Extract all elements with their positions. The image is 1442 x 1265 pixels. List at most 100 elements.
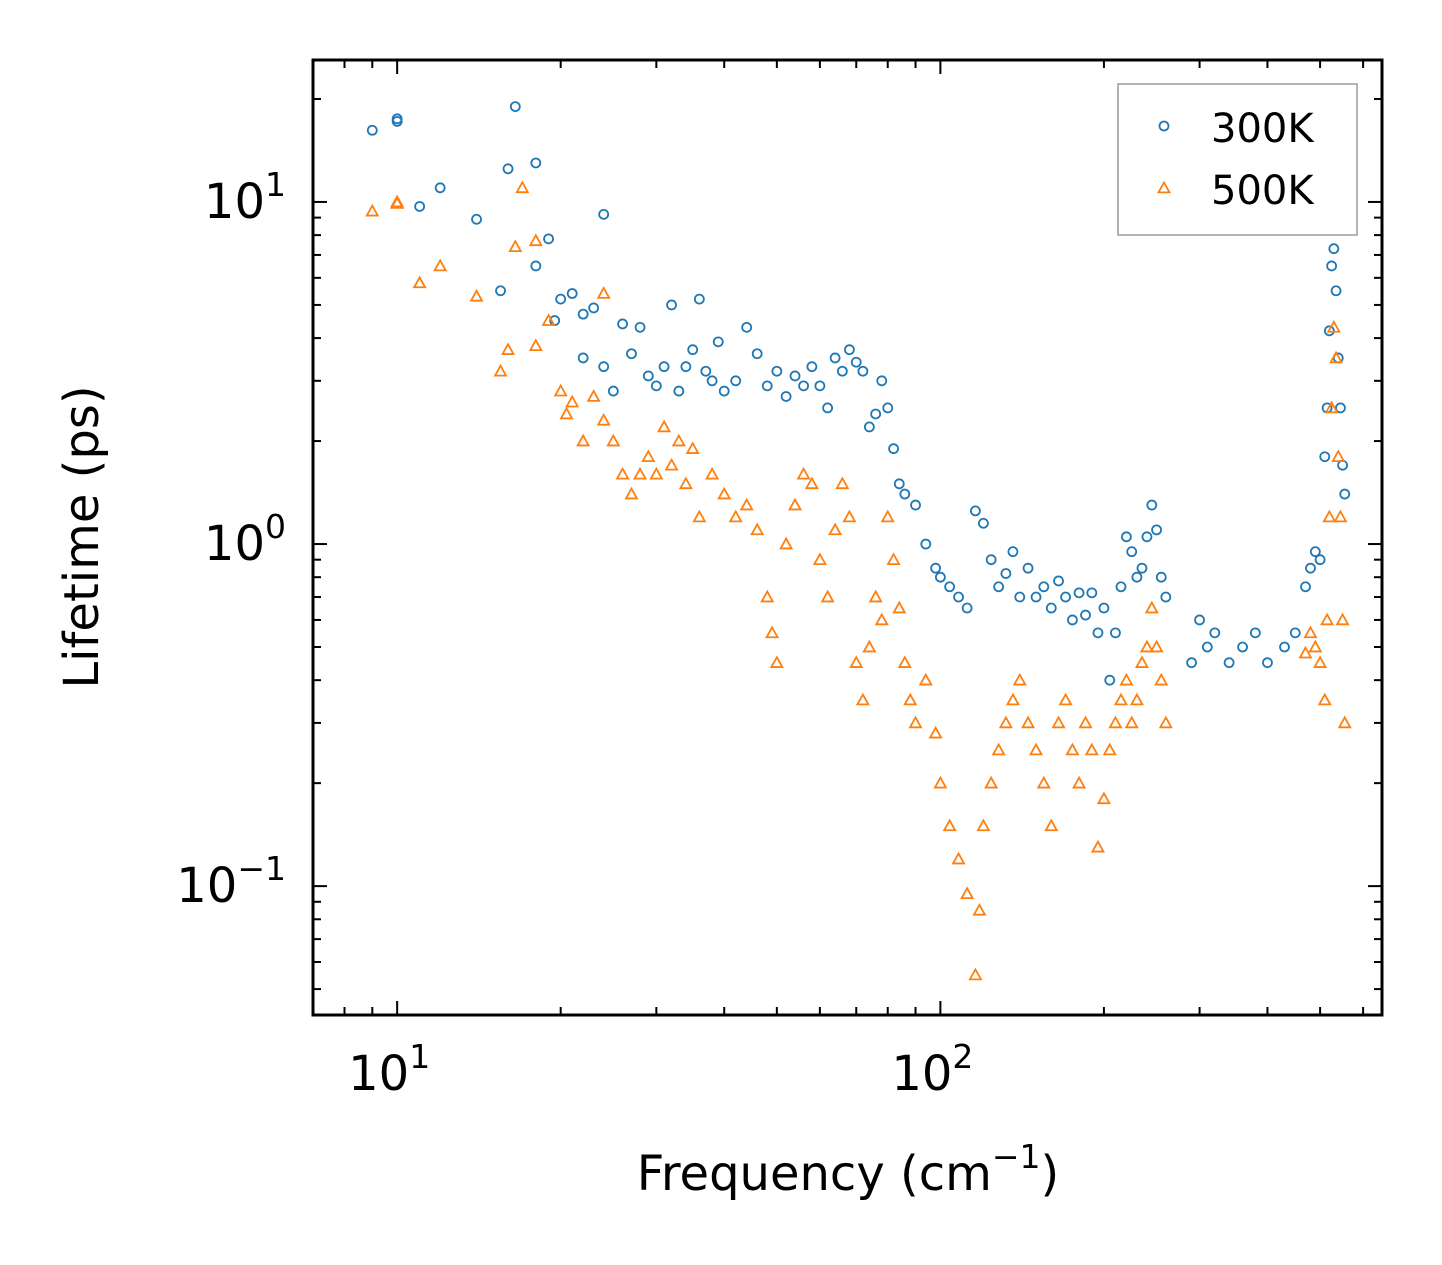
data-point-500K-110 bbox=[1335, 612, 1350, 626]
data-point-300K-73 bbox=[1022, 562, 1034, 574]
data-point-300K-23 bbox=[634, 321, 646, 333]
data-point-300K-89 bbox=[1126, 546, 1138, 558]
data-point-500K-54 bbox=[880, 509, 895, 523]
data-point-300K-6 bbox=[495, 285, 506, 297]
data-point-300K-66 bbox=[970, 505, 981, 517]
x-axis-tick-labels: 101 102 bbox=[348, 1037, 973, 1102]
data-point-300K-26 bbox=[658, 361, 670, 373]
data-point-300K-45 bbox=[814, 380, 826, 392]
data-point-500K-102 bbox=[1317, 692, 1332, 706]
data-point-300K-36 bbox=[730, 375, 742, 387]
data-point-500K-49 bbox=[849, 655, 864, 668]
data-point-300K-97 bbox=[1186, 657, 1197, 669]
data-point-500K-21 bbox=[615, 466, 630, 480]
data-point-500K-8 bbox=[508, 239, 523, 252]
legend-box bbox=[1117, 83, 1358, 236]
data-point-500K-109 bbox=[1333, 509, 1348, 523]
data-point-300K-48 bbox=[836, 365, 848, 377]
data-point-500K-74 bbox=[1021, 715, 1036, 729]
data-point-300K-11 bbox=[543, 233, 554, 245]
data-point-300K-69 bbox=[993, 581, 1005, 593]
data-point-500K-99 bbox=[1303, 625, 1318, 639]
data-point-500K-50 bbox=[855, 692, 870, 706]
data-point-500K-73 bbox=[1012, 672, 1027, 686]
data-point-300K-78 bbox=[1060, 591, 1071, 603]
data-point-500K-18 bbox=[596, 286, 611, 299]
data-point-300K-54 bbox=[876, 375, 888, 387]
data-point-500K-62 bbox=[933, 775, 948, 789]
data-point-500K-77 bbox=[1044, 818, 1059, 832]
data-point-300K-98 bbox=[1194, 614, 1205, 626]
data-point-500K-100 bbox=[1308, 639, 1323, 653]
data-point-500K-93 bbox=[1139, 639, 1154, 653]
legend-marker-500K bbox=[1156, 180, 1172, 194]
data-point-500K-57 bbox=[897, 655, 912, 668]
data-point-300K-75 bbox=[1038, 581, 1050, 593]
data-point-300K-52 bbox=[863, 421, 875, 433]
data-point-500K-3 bbox=[412, 275, 427, 289]
data-point-500K-65 bbox=[960, 886, 975, 900]
data-point-500K-87 bbox=[1108, 715, 1123, 729]
data-point-500K-97 bbox=[1158, 715, 1173, 729]
data-point-300K-46 bbox=[822, 402, 834, 414]
y-tick-label-1: 100 bbox=[204, 507, 286, 572]
data-point-500K-81 bbox=[1072, 775, 1087, 789]
data-point-300K-94 bbox=[1151, 524, 1162, 536]
data-point-500K-83 bbox=[1084, 742, 1099, 756]
data-point-300K-58 bbox=[899, 488, 911, 500]
data-point-300K-5 bbox=[471, 213, 482, 225]
series-300K bbox=[366, 101, 1351, 686]
data-point-300K-77 bbox=[1053, 575, 1064, 587]
data-point-300K-74 bbox=[1030, 591, 1042, 603]
data-point-500K-35 bbox=[739, 497, 754, 511]
data-point-300K-10 bbox=[530, 260, 542, 272]
data-point-500K-41 bbox=[787, 497, 803, 511]
data-point-300K-38 bbox=[751, 348, 763, 360]
data-point-300K-120 bbox=[1339, 488, 1351, 500]
data-point-300K-34 bbox=[712, 336, 724, 348]
data-point-500K-44 bbox=[812, 552, 827, 565]
data-point-500K-43 bbox=[804, 476, 819, 490]
data-point-500K-105 bbox=[1324, 400, 1339, 414]
data-point-300K-32 bbox=[700, 365, 712, 377]
data-point-500K-79 bbox=[1058, 692, 1073, 706]
data-point-500K-22 bbox=[624, 486, 639, 500]
data-point-300K-71 bbox=[1007, 546, 1019, 558]
data-point-500K-25 bbox=[649, 466, 664, 480]
data-point-500K-11 bbox=[528, 338, 543, 352]
data-point-300K-20 bbox=[607, 385, 619, 397]
data-point-500K-53 bbox=[874, 612, 889, 626]
data-point-500K-4 bbox=[433, 258, 448, 272]
data-point-500K-91 bbox=[1129, 692, 1144, 706]
data-point-500K-90 bbox=[1124, 715, 1139, 729]
data-point-500K-52 bbox=[868, 589, 883, 603]
data-point-300K-35 bbox=[718, 385, 730, 397]
data-point-300K-8 bbox=[509, 101, 521, 112]
data-point-300K-39 bbox=[761, 380, 773, 392]
data-point-500K-12 bbox=[541, 313, 556, 326]
data-point-300K-90 bbox=[1131, 571, 1143, 583]
data-point-500K-47 bbox=[835, 476, 850, 490]
data-point-500K-111 bbox=[1337, 715, 1352, 729]
data-point-300K-16 bbox=[577, 352, 589, 364]
data-point-300K-44 bbox=[806, 361, 818, 373]
data-point-500K-96 bbox=[1154, 672, 1169, 686]
data-point-300K-64 bbox=[953, 591, 964, 603]
data-point-500K-14 bbox=[559, 406, 574, 420]
data-point-500K-34 bbox=[728, 509, 743, 523]
data-point-300K-65 bbox=[961, 602, 973, 614]
data-point-300K-93 bbox=[1146, 499, 1158, 511]
data-point-300K-59 bbox=[910, 499, 921, 511]
data-point-300K-115 bbox=[1328, 243, 1340, 255]
data-point-300K-102 bbox=[1237, 641, 1248, 653]
data-point-300K-28 bbox=[673, 385, 685, 397]
series-500K bbox=[365, 180, 1352, 981]
x-axis-label: Frequency (cm−1) bbox=[637, 1137, 1060, 1202]
data-point-500K-67 bbox=[972, 902, 987, 916]
data-point-300K-21 bbox=[617, 318, 628, 330]
data-point-500K-39 bbox=[769, 655, 784, 668]
data-point-300K-42 bbox=[789, 370, 801, 382]
data-point-300K-49 bbox=[844, 344, 855, 356]
data-point-500K-32 bbox=[705, 466, 720, 480]
data-point-300K-91 bbox=[1136, 562, 1148, 574]
